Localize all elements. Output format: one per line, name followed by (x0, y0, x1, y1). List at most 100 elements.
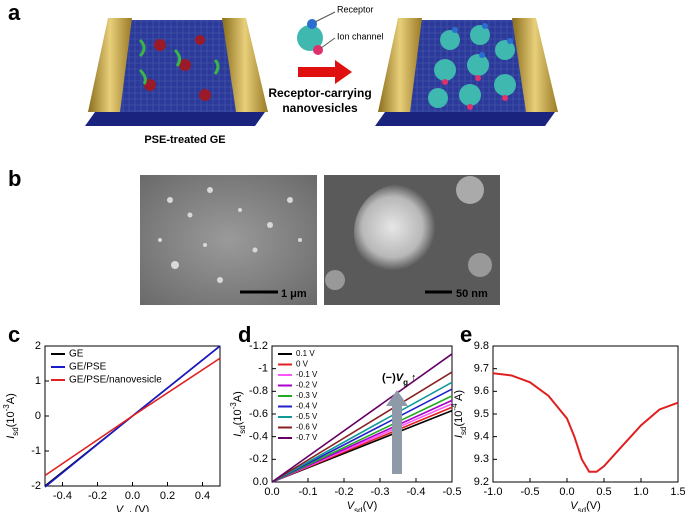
legend-label: -0.7 V (296, 433, 318, 442)
arrow-label: nanovesicles (282, 101, 358, 115)
y-tick-label: 9.3 (474, 453, 489, 465)
device-left (85, 18, 268, 126)
panel-label: e (460, 322, 472, 347)
panel-b: b 1 μm 50 nm (8, 166, 500, 305)
label-part: ↑ (408, 372, 417, 384)
label-part: g (403, 378, 408, 387)
device-right (375, 18, 558, 126)
data-line (271, 388, 453, 483)
label-part: V (396, 372, 405, 384)
legend-label: -0.3 V (296, 391, 318, 400)
legend-label: 0.1 V (296, 349, 315, 358)
legend-label: -0.1 V (296, 370, 318, 379)
x-axis-label: Vsd(V) (347, 500, 377, 512)
label-part: -4 (450, 403, 459, 411)
panel-a: a PSE-treated GE Receptor Ion channel Re… (8, 0, 558, 146)
legend-label: GE (69, 349, 84, 360)
legend-label: GE/PSE/nanovesicle (69, 375, 162, 386)
y-axis-label: Isd(10-3A) (2, 393, 20, 439)
x-tick-label: 1.0 (633, 486, 648, 498)
legend-label: 0 V (296, 360, 309, 369)
label-part: sd (123, 510, 131, 512)
scale-bar-label: 50 nm (456, 288, 488, 300)
label-part: A) (453, 390, 465, 403)
y-tick-label: 0 (35, 410, 41, 422)
y-tick-label: 9.6 (474, 385, 489, 397)
label-part: I (453, 435, 465, 438)
y-tick-label: 1 (35, 375, 41, 387)
label-part: I (5, 436, 17, 439)
y-tick-label: 9.4 (474, 431, 489, 443)
label-part: (V) (132, 504, 150, 512)
legend-label: -0.4 V (296, 402, 318, 411)
y-tick-label: -0.6 (249, 408, 268, 420)
label-part: (10 (232, 409, 244, 425)
receptor-label: Receptor (337, 4, 374, 14)
vesicle-icon (297, 11, 336, 55)
data-line (492, 372, 679, 473)
x-tick-label: -0.4 (53, 490, 72, 502)
arrow (298, 60, 352, 84)
x-tick-label: -0.5 (521, 486, 540, 498)
label-part: I (232, 434, 244, 437)
legend-label: -0.2 V (296, 381, 318, 390)
label-part: V (347, 500, 356, 512)
x-tick-label: -0.5 (443, 486, 462, 498)
label-part: (10 (5, 411, 17, 427)
label-part: A) (5, 393, 17, 404)
x-tick-label: 0.0 (559, 486, 574, 498)
y-tick-label: 9.2 (474, 476, 489, 488)
label-part: (V) (363, 500, 378, 512)
panel-label: c (8, 322, 20, 347)
label-part: sd (459, 426, 468, 434)
y-tick-label: -1.2 (249, 340, 268, 352)
y-tick-label: -1 (258, 363, 268, 375)
x-tick-label: 0.2 (160, 490, 175, 502)
ion-channel-label: Ion channel (337, 31, 384, 41)
label-part: -3 (2, 404, 11, 412)
arrow-label: Receptor-carrying (268, 86, 371, 100)
label-part: V (570, 500, 579, 512)
plot-frame (492, 345, 679, 483)
panel-label: a (8, 0, 21, 25)
x-tick-label: 0.4 (195, 490, 210, 502)
y-tick-label: -0.8 (249, 385, 268, 397)
data-line (271, 395, 453, 483)
label-part: A) (232, 391, 244, 402)
legend-label: -0.6 V (296, 423, 318, 432)
x-axis-label: Vsd (V) (116, 504, 150, 512)
data-line (271, 371, 453, 483)
y-tick-label: -0.4 (249, 431, 268, 443)
scale-bar-label: 1 μm (281, 288, 307, 300)
annotation: (−)Vg ↑ (382, 372, 417, 387)
y-tick-label: 0.0 (253, 476, 268, 488)
y-tick-label: -0.2 (249, 453, 268, 465)
x-tick-label: 0.5 (596, 486, 611, 498)
x-tick-label: -0.1 (299, 486, 318, 498)
label-part: sd (354, 506, 362, 512)
data-line (271, 381, 453, 483)
label-part: V (116, 504, 125, 512)
label-part: sd (238, 425, 247, 433)
label-part: -3 (229, 402, 238, 410)
x-tick-label: 0.0 (264, 486, 279, 498)
y-tick-label: -1 (31, 445, 41, 457)
data-line (271, 353, 453, 483)
y-tick-label: 9.5 (474, 408, 489, 420)
legend-label: GE/PSE (69, 362, 107, 373)
y-tick-label: 2 (35, 340, 41, 352)
label-part: sd (578, 506, 586, 512)
y-axis-label: Isd(10-3A) (229, 391, 247, 437)
x-tick-label: -0.2 (335, 486, 354, 498)
y-tick-label: -2 (31, 480, 41, 492)
x-tick-label: 1.5 (670, 486, 685, 498)
caption: PSE-treated GE (144, 134, 225, 146)
y-tick-label: 9.7 (474, 363, 489, 375)
panel-label: d (238, 322, 251, 347)
label-part: (V) (586, 500, 601, 512)
data-line (44, 357, 221, 477)
label-part: (10 (453, 411, 465, 427)
panel-label: b (8, 166, 21, 191)
x-tick-label: -0.3 (371, 486, 390, 498)
